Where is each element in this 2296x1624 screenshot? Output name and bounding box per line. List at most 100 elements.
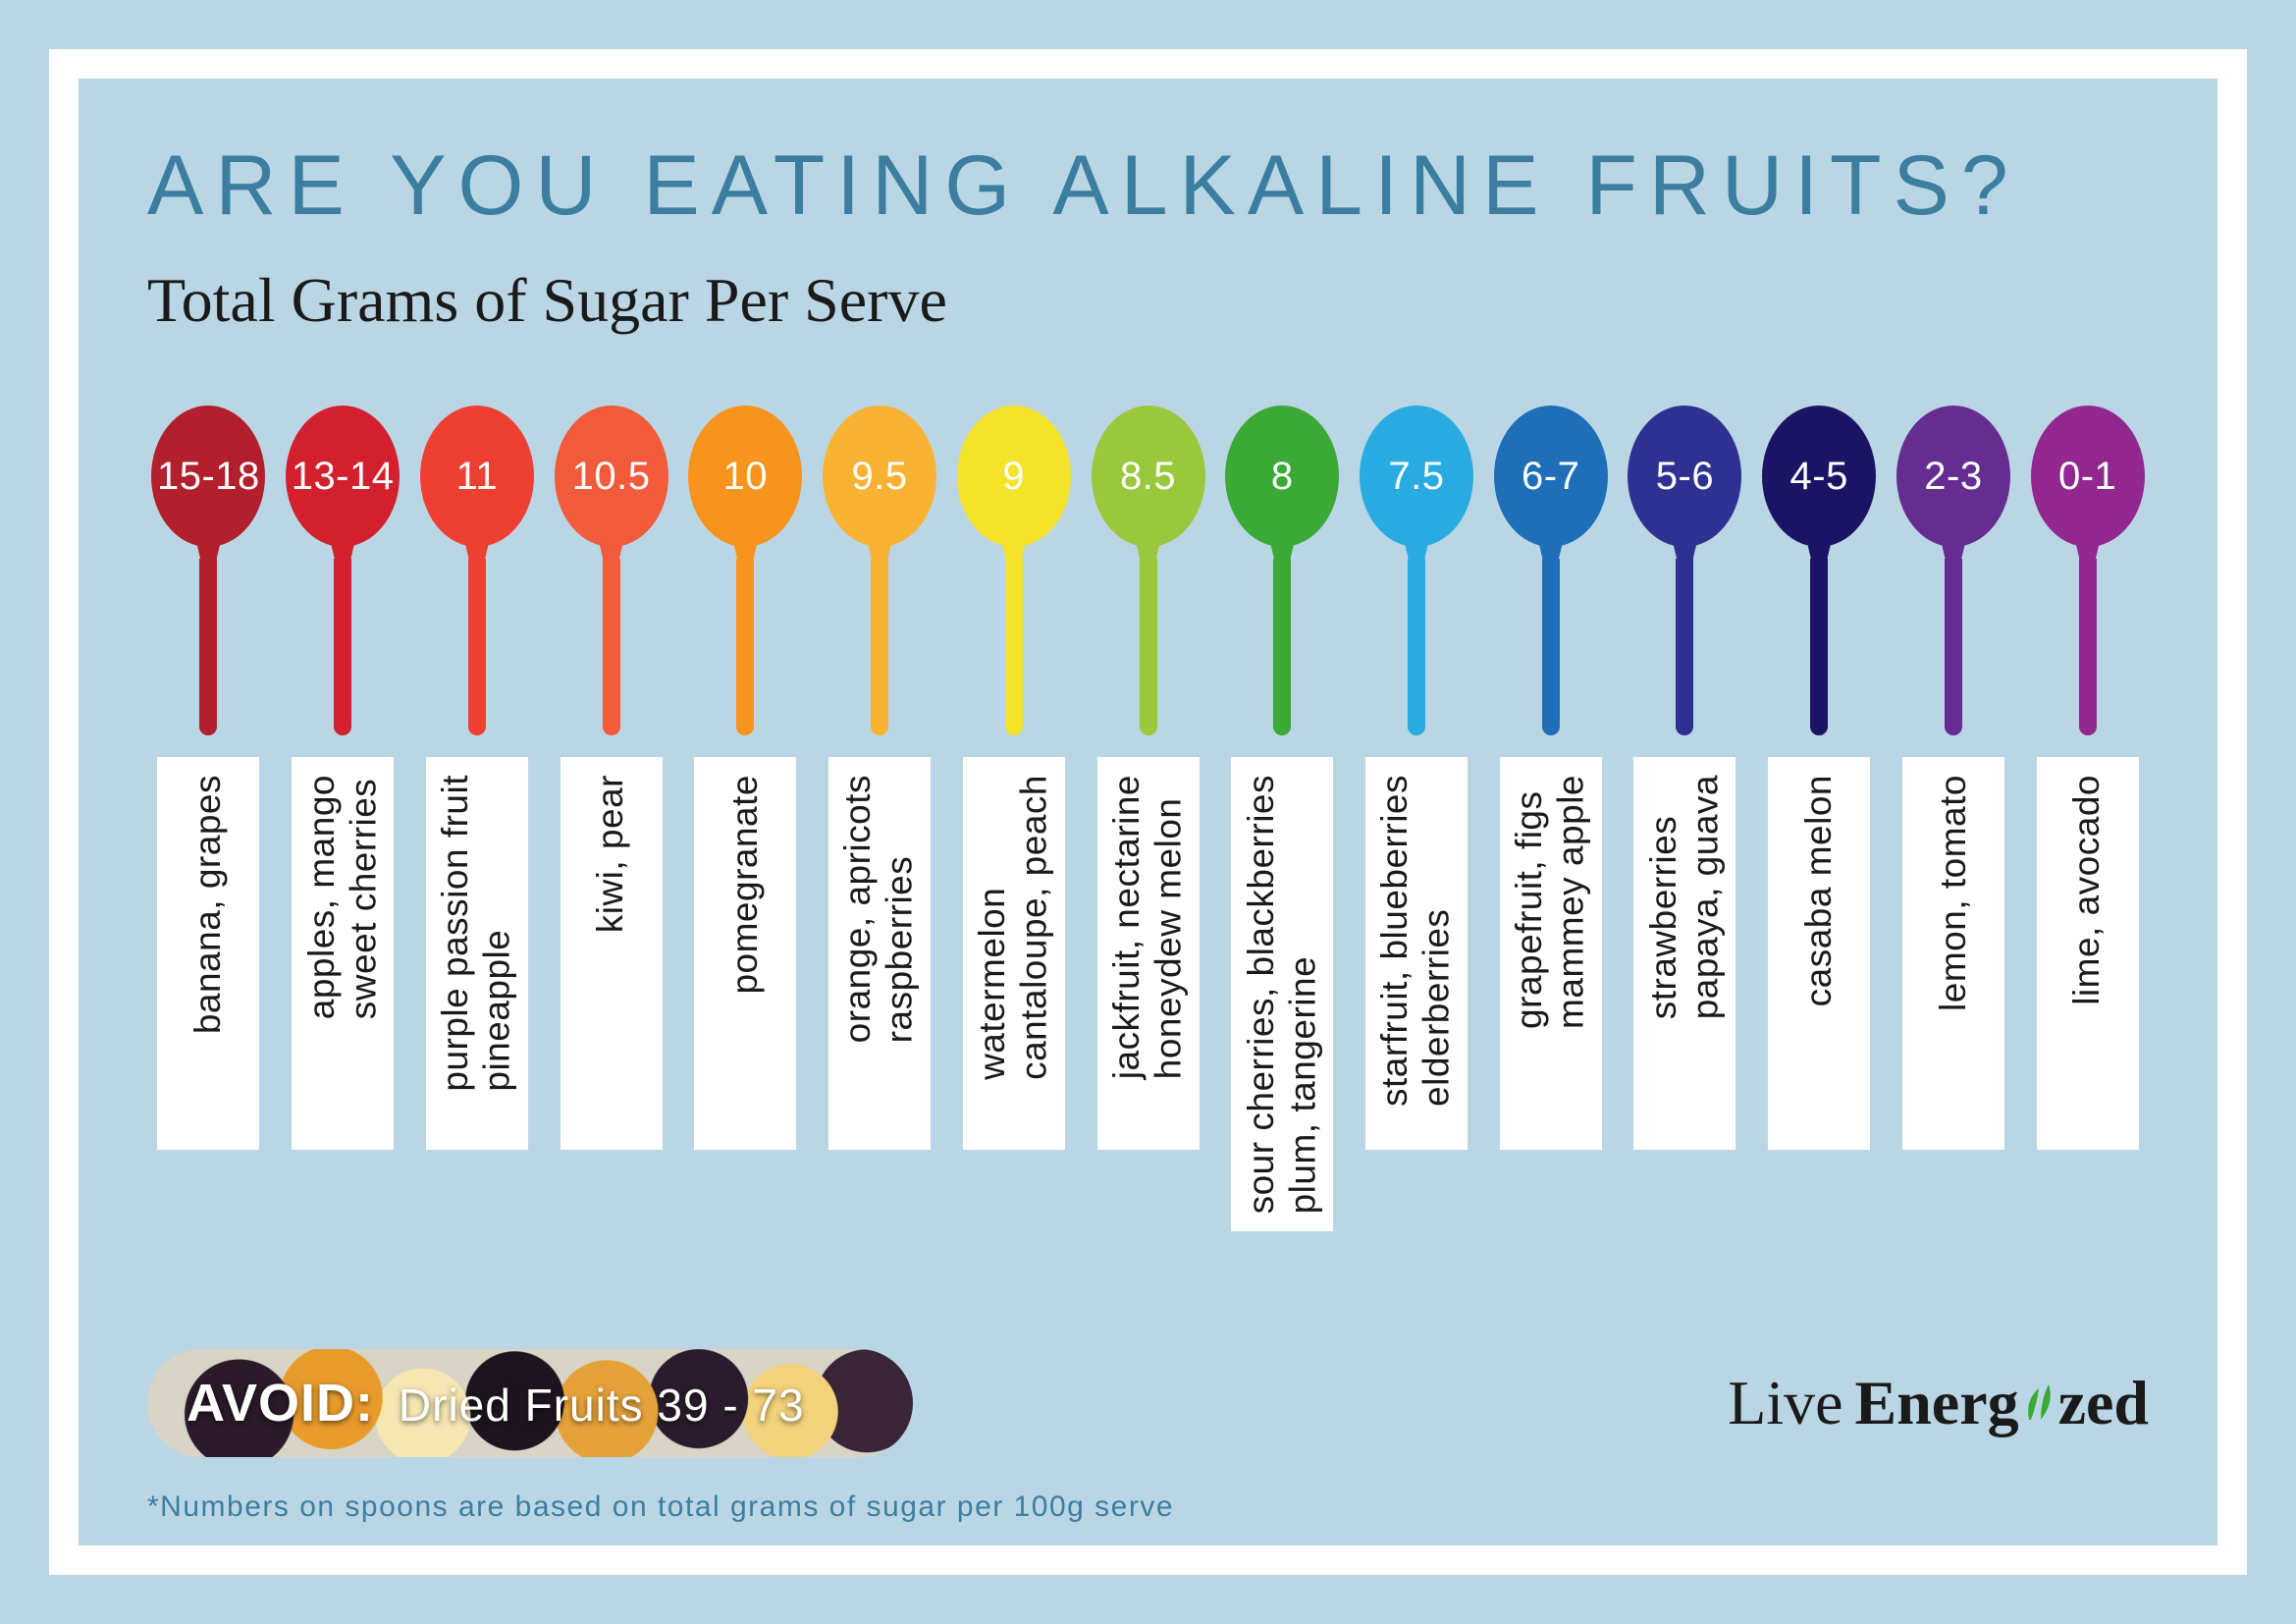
spoon-value: 8 <box>1271 455 1294 499</box>
spoon-col: 6-7 grapefruit, figs mammey apple <box>1489 406 1612 1150</box>
spoon-bowl: 9 <box>957 406 1071 547</box>
spoon-handle <box>199 559 217 735</box>
avoid-label: AVOID: <box>187 1374 374 1433</box>
spoon-bowl: 0-1 <box>2031 406 2145 547</box>
spoon-icon: 11 <box>418 406 536 739</box>
brand-word-1: Live <box>1728 1367 1842 1439</box>
spoon-bowl: 11 <box>420 406 534 547</box>
brand-logo: Live Energzed <box>1728 1367 2149 1439</box>
spoon-value: 6-7 <box>1522 455 1579 499</box>
spoon-handle <box>736 559 754 735</box>
fruit-label: sour cherries, blackberries plum, tanger… <box>1241 775 1324 1214</box>
outer-frame: ARE YOU EATING ALKALINE FRUITS? Total Gr… <box>0 0 2296 1624</box>
spoon-bowl: 7.5 <box>1360 406 1473 547</box>
avoid-pill: AVOID: Dried Fruits 39 - 73 <box>147 1349 913 1457</box>
spoon-bowl: 5-6 <box>1628 406 1741 547</box>
spoon-icon: 9.5 <box>821 406 938 739</box>
spoon-handle <box>1273 559 1291 735</box>
footnote: *Numbers on spoons are based on total gr… <box>147 1490 1174 1524</box>
fruit-label: lemon, tomato <box>1933 775 1975 1011</box>
spoon-col: 5-6 strawberries papaya, guava <box>1624 406 1746 1150</box>
fruit-label-box: lemon, tomato <box>1902 757 2004 1150</box>
spoon-value: 10.5 <box>572 455 651 499</box>
spoon-icon: 10 <box>686 406 804 739</box>
spoon-bowl: 8 <box>1225 406 1339 547</box>
fruit-label-box: strawberries papaya, guava <box>1633 757 1735 1150</box>
spoon-icon: 10.5 <box>553 406 670 739</box>
spoon-chart: 15-18 banana, grapes 13-14 apples, mango sw… <box>147 406 2149 1231</box>
avoid-detail: Dried Fruits 39 - 73 <box>399 1380 805 1431</box>
fruit-label-box: jackfruit, nectarine honeydew melon <box>1097 757 1200 1150</box>
fruit-label: starfruit, blueberries elderberries <box>1374 775 1458 1107</box>
spoon-neck <box>1403 535 1430 561</box>
spoon-value: 15-18 <box>157 455 260 499</box>
fruit-label-box: starfruit, blueberries elderberries <box>1365 757 1468 1150</box>
spoon-value: 9 <box>1002 455 1025 499</box>
spoon-handle <box>2079 559 2097 735</box>
spoon-col: 8.5 jackfruit, nectarine honeydew melon <box>1087 406 1209 1150</box>
spoon-neck <box>1940 535 1967 561</box>
spoon-value: 5-6 <box>1656 455 1714 499</box>
fruit-label-box: grapefruit, figs mammey apple <box>1500 757 1602 1150</box>
spoon-neck <box>2074 535 2102 561</box>
fruit-label: purple passion fruit pineapple <box>435 775 518 1092</box>
spoon-value: 10 <box>723 455 769 499</box>
spoon-neck <box>1268 535 1296 561</box>
spoon-col: 9.5 orange, apricots raspberries <box>819 406 941 1150</box>
spoon-col: 9watermelon cantaloupe, peach <box>952 406 1075 1150</box>
spoon-icon: 4-5 <box>1760 406 1878 739</box>
spoon-icon: 5-6 <box>1626 406 1743 739</box>
spoon-neck <box>598 535 625 561</box>
leaf-icon <box>2019 1367 2058 1410</box>
spoon-col: 2-3 lemon, tomato <box>1893 406 2015 1150</box>
spoon-value: 2-3 <box>1924 455 1982 499</box>
spoon-col: 10.5 kiwi, pear <box>550 406 672 1150</box>
spoon-value: 11 <box>456 455 499 499</box>
fruit-label-box: banana, grapes <box>157 757 259 1150</box>
spoon-col: 11 purple passion fruit pineapple <box>415 406 538 1150</box>
brand-word-2-pre: Energ <box>1855 1367 2019 1439</box>
spoon-handle <box>1542 559 1560 735</box>
fruit-label-box: kiwi, pear <box>561 757 663 1150</box>
fruit-label: banana, grapes <box>187 775 230 1034</box>
inner-panel: ARE YOU EATING ALKALINE FRUITS? Total Gr… <box>79 79 2217 1545</box>
spoon-col: 8 sour cherries, blackberries plum, tange… <box>1221 406 1344 1231</box>
spoon-neck <box>463 535 491 561</box>
spoon-value: 7.5 <box>1388 455 1444 499</box>
spoon-neck <box>1000 535 1028 561</box>
fruit-label: casaba melon <box>1798 775 1841 1006</box>
spoon-icon: 9 <box>955 406 1073 739</box>
spoon-handle <box>1676 559 1693 735</box>
spoon-value: 0-1 <box>2058 455 2116 499</box>
spoon-value: 4-5 <box>1790 455 1848 499</box>
spoon-icon: 15-18 <box>149 406 267 739</box>
spoon-col: 0-1 lime, avocado <box>2026 406 2149 1150</box>
spoon-col: 7.5 starfruit, blueberries elderberries <box>1356 406 1478 1150</box>
spoon-icon: 2-3 <box>1895 406 2012 739</box>
spoon-handle <box>1408 559 1425 735</box>
bottom-row: AVOID: Dried Fruits 39 - 73 Live Energze… <box>147 1349 2149 1457</box>
spoon-col: 10 pomegranate <box>684 406 807 1150</box>
spoon-neck <box>731 535 759 561</box>
spoon-handle <box>871 559 888 735</box>
spoon-bowl: 10 <box>688 406 802 547</box>
spoon-bowl: 9.5 <box>823 406 936 547</box>
fruit-label: apples, mango sweet cherries <box>301 775 385 1019</box>
spoon-bowl: 8.5 <box>1092 406 1205 547</box>
fruit-label: pomegranate <box>724 775 767 995</box>
spoon-icon: 8.5 <box>1090 406 1207 739</box>
fruit-label: grapefruit, figs mammey apple <box>1509 775 1592 1029</box>
spoon-bowl: 4-5 <box>1762 406 1876 547</box>
spoon-icon: 6-7 <box>1492 406 1610 739</box>
spoon-handle <box>334 559 351 735</box>
spoon-neck <box>194 535 222 561</box>
spoon-neck <box>329 535 356 561</box>
fruit-label: lime, avocado <box>2066 775 2109 1005</box>
spoon-neck <box>1135 535 1162 561</box>
spoon-bowl: 10.5 <box>555 406 668 547</box>
fruit-label: orange, apricots raspberries <box>837 775 921 1043</box>
spoon-neck <box>866 535 893 561</box>
spoon-value: 13-14 <box>292 455 395 499</box>
spoon-value: 8.5 <box>1120 455 1176 499</box>
spoon-handle <box>1810 559 1828 735</box>
